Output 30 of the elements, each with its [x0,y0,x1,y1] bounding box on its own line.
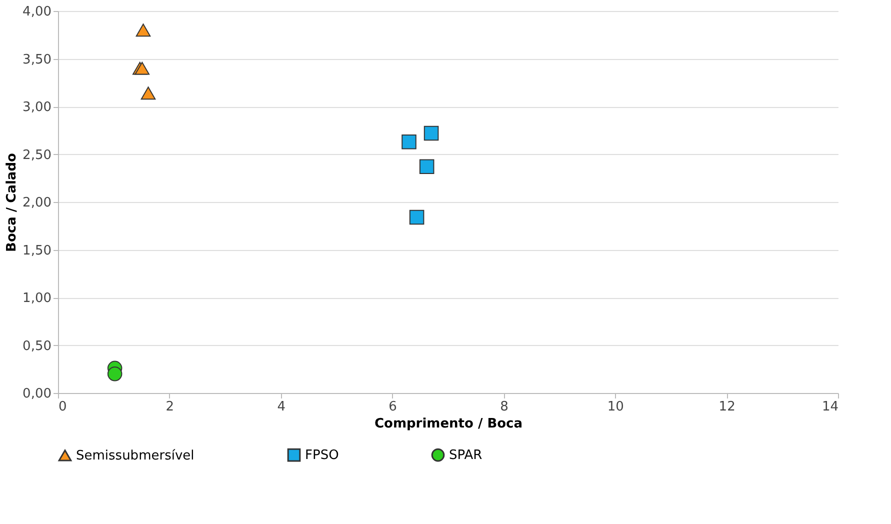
point [424,126,439,141]
point [134,62,150,75]
x-tick-label: 8 [500,400,508,414]
x-tick-label: 14 [822,400,838,414]
y-axis-title: Boca / Calado [4,152,20,252]
x-tick-label: 4 [277,400,286,414]
x-axis-title: Comprimento / Boca [374,416,523,432]
point [409,210,424,225]
legend-label: Semissubmersível [76,448,194,464]
y-tick-label: 1,00 [22,291,52,306]
point [136,24,151,37]
y-tick-label: 1,50 [22,243,52,258]
x-tick-label: 10 [607,400,624,414]
y-tick-label: 2,50 [22,148,52,163]
point [402,134,416,150]
legend-label: SPAR [449,448,482,464]
x-tick-label: 0 [58,400,67,414]
x-tick-label: 2 [166,400,174,414]
y-tick-label: 2,00 [22,196,52,210]
point [107,366,122,382]
x-tick-label: 12 [718,400,736,414]
y-tick-label: 3,00 [22,100,52,115]
point [140,86,156,100]
y-tick-label: 0,50 [22,338,52,354]
y-tick-label: 0,00 [22,386,52,402]
x-tick-label: 6 [388,400,397,414]
legend-label: FPSO [305,448,339,464]
point [419,159,434,174]
y-tick-label: 4,00 [22,4,52,20]
y-tick-label: 3,50 [22,52,52,68]
